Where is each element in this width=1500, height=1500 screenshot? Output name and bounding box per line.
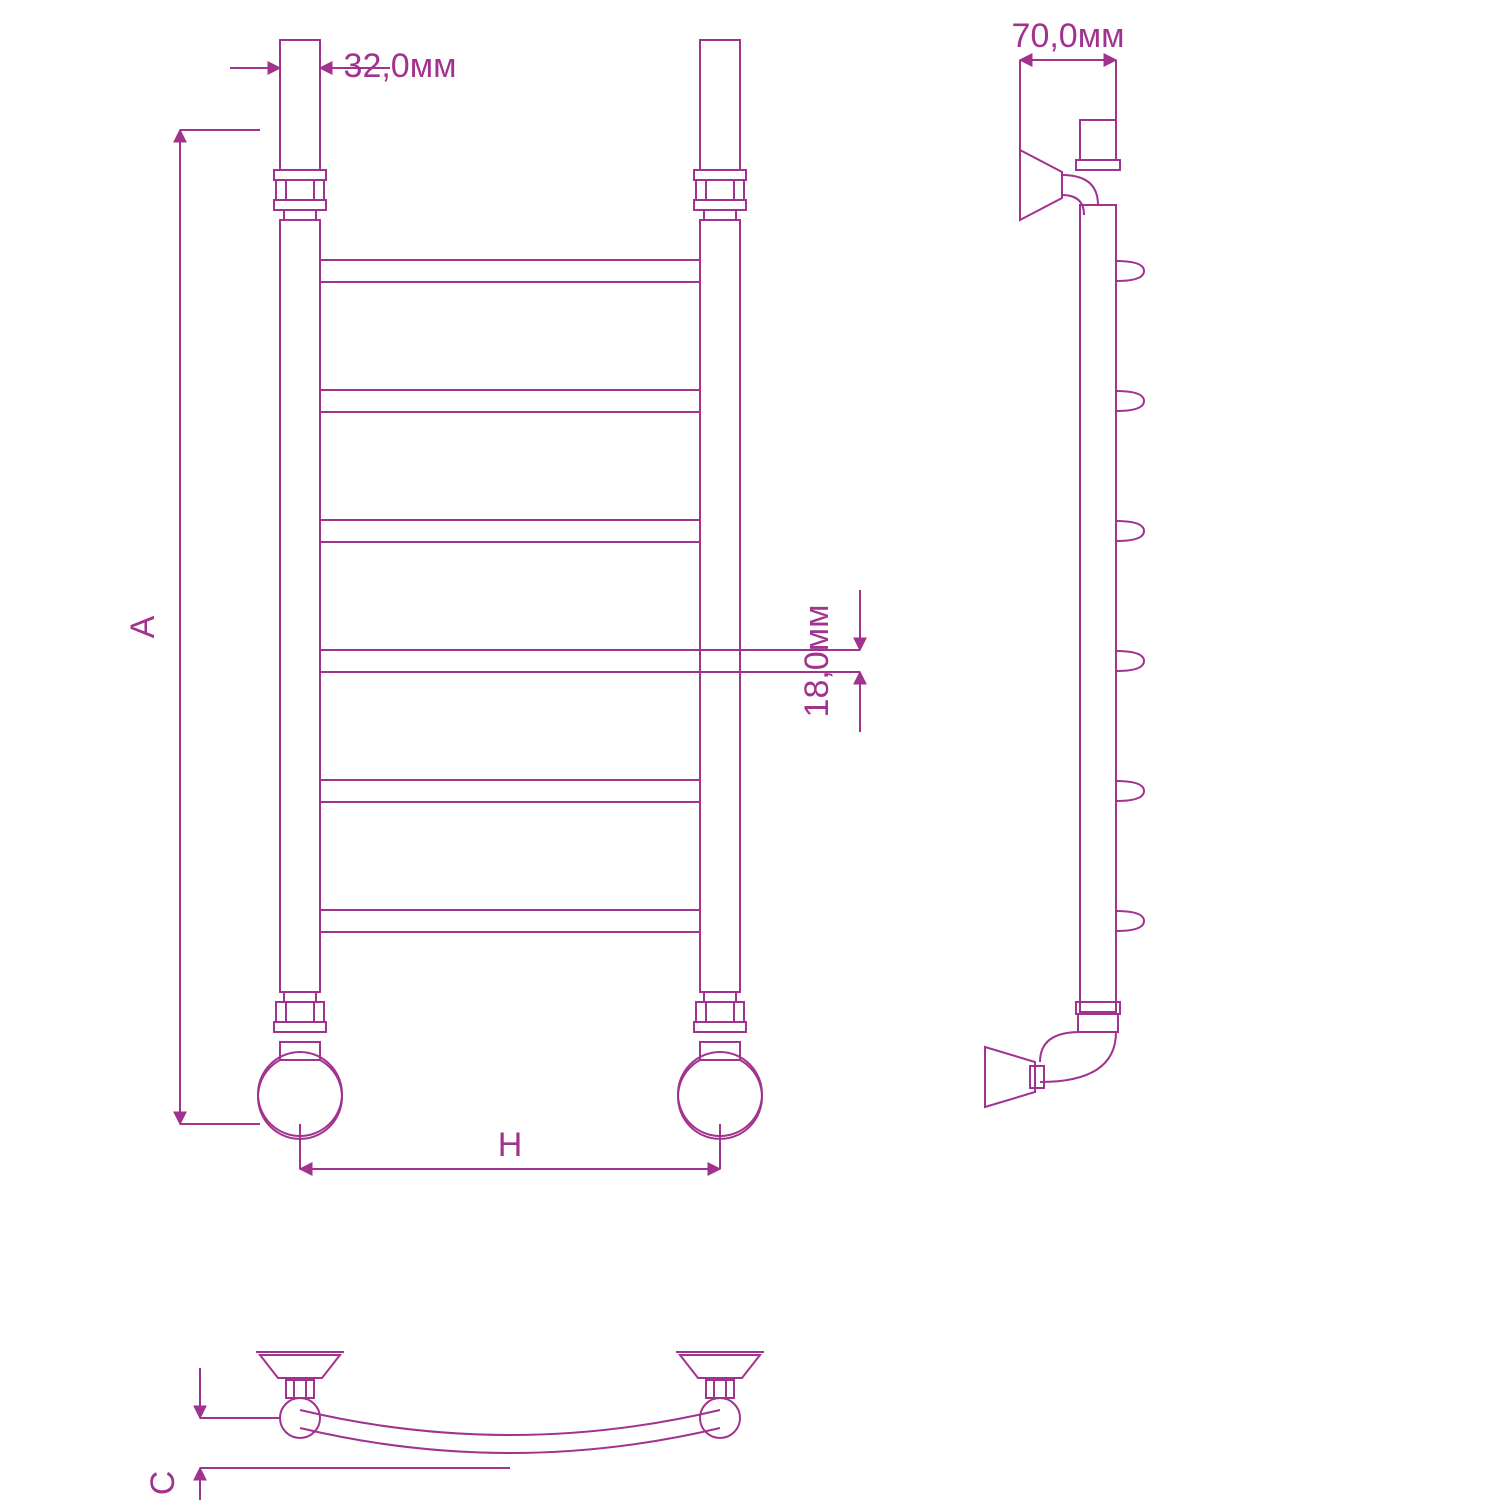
front-view <box>258 40 762 1139</box>
pipe-diameter-label: 32,0мм <box>344 47 457 85</box>
technical-drawing: 32,0мм 70,0мм 18,0мм A H C <box>0 0 1500 1500</box>
rung-diameter-label: 18,0мм <box>798 605 836 718</box>
depth-label: 70,0мм <box>1012 17 1125 55</box>
width-letter: H <box>498 1126 523 1164</box>
top-view <box>256 1352 764 1453</box>
height-letter: A <box>124 615 162 638</box>
side-view <box>985 120 1144 1107</box>
curve-letter: C <box>144 1471 182 1496</box>
